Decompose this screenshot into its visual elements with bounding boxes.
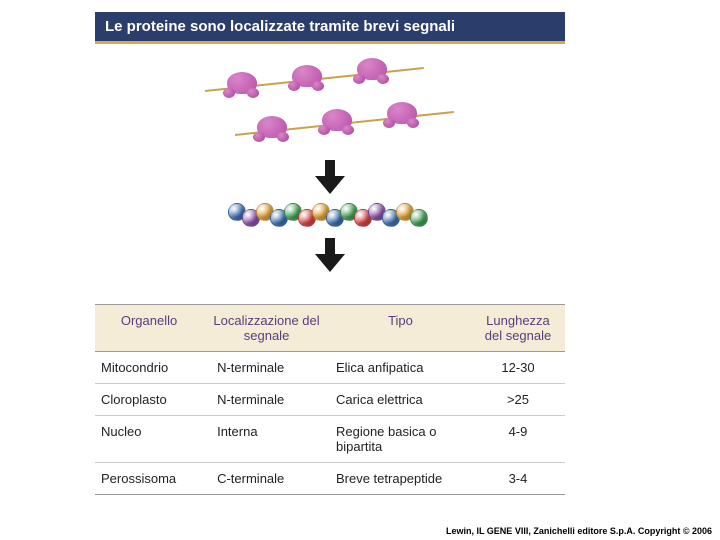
ribosome-row (235, 106, 455, 146)
table-header-cell: Tipo (330, 305, 471, 351)
arrow-icon (315, 238, 345, 272)
table-cell: C-terminale (203, 463, 330, 494)
table-cell: N-terminale (203, 352, 330, 383)
table-row: PerossisomaC-terminaleBreve tetrapeptide… (95, 463, 565, 494)
ribosome-group (205, 62, 455, 150)
table-cell: Mitocondrio (95, 352, 203, 383)
arrow-down-1 (315, 160, 345, 194)
table-header-row: OrganelloLocalizzazione del segnaleTipoL… (95, 305, 565, 352)
table-header-cell: Lunghezza del segnale (471, 305, 565, 351)
ribosome-icon (225, 72, 259, 102)
title-bar: Le proteine sono localizzate tramite bre… (95, 12, 565, 44)
table-cell: Nucleo (95, 416, 203, 462)
ribosome-icon (385, 102, 419, 132)
protein-chain (232, 206, 428, 224)
ribosome-icon (255, 116, 289, 146)
arrow-icon (315, 160, 345, 194)
table-row: NucleoInternaRegione basica o bipartita4… (95, 416, 565, 463)
arrow-down-2 (315, 238, 345, 272)
table-cell: Elica anfipatica (330, 352, 471, 383)
table-cell: >25 (471, 384, 565, 415)
table-cell: Interna (203, 416, 330, 462)
copyright-text: Lewin, IL GENE VIII, Zanichelli editore … (446, 526, 712, 536)
table-cell: N-terminale (203, 384, 330, 415)
table-cell: Carica elettrica (330, 384, 471, 415)
table-header-cell: Organello (95, 305, 203, 351)
amino-acid-bead (410, 209, 428, 227)
table-cell: Cloroplasto (95, 384, 203, 415)
signal-table: OrganelloLocalizzazione del segnaleTipoL… (95, 304, 565, 495)
ribosome-icon (355, 58, 389, 88)
ribosome-icon (320, 109, 354, 139)
table-row: MitocondrioN-terminaleElica anfipatica12… (95, 352, 565, 384)
table-cell: 12-30 (471, 352, 565, 383)
table-cell: Breve tetrapeptide (330, 463, 471, 494)
table-cell: Regione basica o bipartita (330, 416, 471, 462)
table-cell: 4-9 (471, 416, 565, 462)
illustration-area (95, 44, 565, 304)
table-row: CloroplastoN-terminaleCarica elettrica>2… (95, 384, 565, 416)
ribosome-icon (290, 65, 324, 95)
ribosome-row (205, 62, 425, 102)
table-cell: 3-4 (471, 463, 565, 494)
table-header-cell: Localizzazione del segnale (203, 305, 330, 351)
table-cell: Perossisoma (95, 463, 203, 494)
table-body: MitocondrioN-terminaleElica anfipatica12… (95, 352, 565, 494)
title-text: Le proteine sono localizzate tramite bre… (105, 18, 455, 35)
